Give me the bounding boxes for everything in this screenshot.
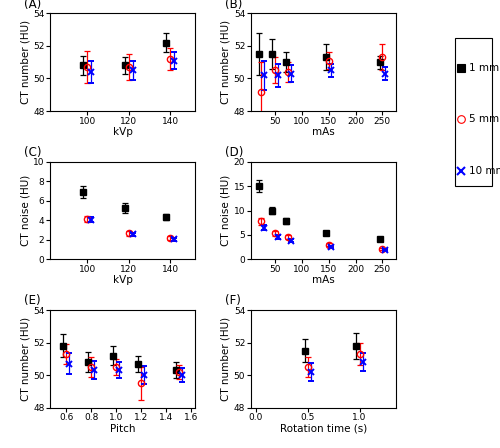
Text: 10 mm: 10 mm <box>469 166 500 176</box>
Text: (A): (A) <box>24 0 41 10</box>
Text: (C): (C) <box>24 146 42 159</box>
Y-axis label: CT number (HU): CT number (HU) <box>20 317 30 401</box>
Text: 1 mm: 1 mm <box>469 63 499 73</box>
Y-axis label: CT number (HU): CT number (HU) <box>221 317 231 401</box>
X-axis label: mAs: mAs <box>312 127 334 137</box>
X-axis label: mAs: mAs <box>312 276 334 285</box>
X-axis label: kVp: kVp <box>112 127 132 137</box>
Text: (B): (B) <box>224 0 242 10</box>
Text: (E): (E) <box>24 294 40 307</box>
X-axis label: kVp: kVp <box>112 276 132 285</box>
X-axis label: Rotation time (s): Rotation time (s) <box>280 424 367 434</box>
Text: (D): (D) <box>224 146 243 159</box>
Y-axis label: CT number (HU): CT number (HU) <box>221 20 231 104</box>
Text: 5 mm: 5 mm <box>469 114 499 124</box>
Y-axis label: CT number (HU): CT number (HU) <box>20 20 30 104</box>
Text: (F): (F) <box>224 294 240 307</box>
X-axis label: Pitch: Pitch <box>110 424 136 434</box>
Y-axis label: CT noise (HU): CT noise (HU) <box>221 175 231 246</box>
Y-axis label: CT noise (HU): CT noise (HU) <box>20 175 30 246</box>
